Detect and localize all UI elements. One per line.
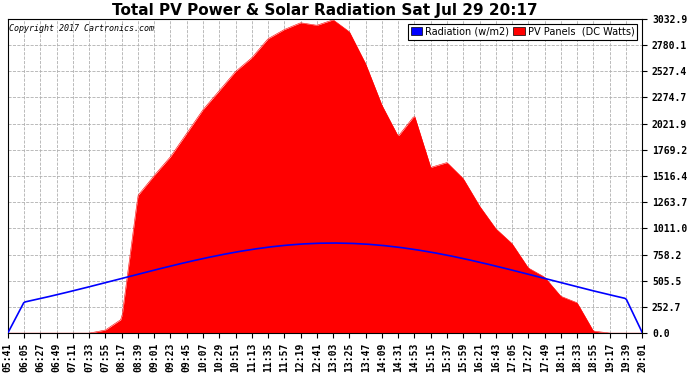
Text: Copyright 2017 Cartronics.com: Copyright 2017 Cartronics.com [9,24,154,33]
Legend: Radiation (w/m2), PV Panels  (DC Watts): Radiation (w/m2), PV Panels (DC Watts) [408,24,638,40]
Title: Total PV Power & Solar Radiation Sat Jul 29 20:17: Total PV Power & Solar Radiation Sat Jul… [112,3,538,18]
